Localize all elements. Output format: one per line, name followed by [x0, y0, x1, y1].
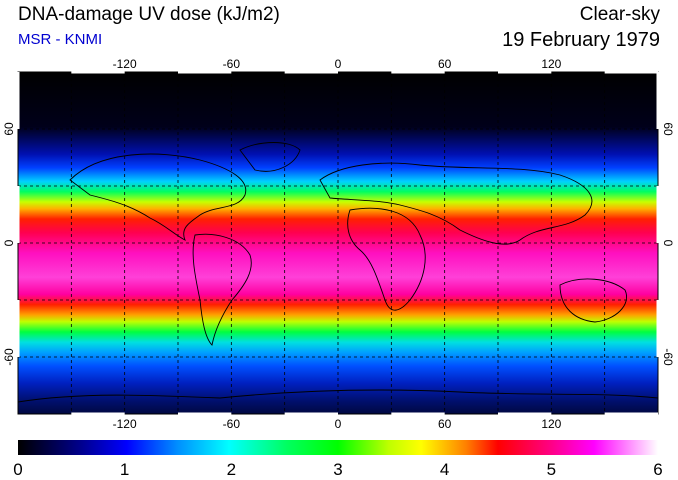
map-subtitle: MSR - KNMI	[18, 31, 103, 48]
lon-tick-label-top: 60	[438, 57, 452, 71]
greenland-coast	[239, 142, 301, 172]
colorbar-tick-label: 5	[547, 460, 556, 479]
colorbar-tick-label: 4	[440, 460, 449, 479]
north-america-coast	[69, 153, 247, 241]
colorbar	[18, 440, 658, 455]
lat-tick-label-right: 60	[661, 122, 675, 136]
lon-tick-label-top: -60	[223, 57, 241, 71]
lat-tick-label-left: -60	[2, 348, 16, 366]
lon-tick-label-top: -120	[113, 57, 137, 71]
lon-tick-label-top: 120	[541, 57, 561, 71]
europe-asia-coast	[319, 162, 593, 245]
frame-tick-marks	[16, 70, 660, 416]
lon-tick-label-top: 0	[335, 57, 342, 71]
coastlines	[18, 142, 658, 403]
lon-tick-label-bottom: 120	[541, 417, 561, 431]
africa-coast	[347, 207, 426, 311]
south-america-coast	[192, 233, 252, 346]
lat-tick-label-left: 0	[2, 239, 16, 246]
colorbar-tick-label: 1	[120, 460, 129, 479]
sky-condition-label: Clear-sky	[579, 4, 660, 25]
graticule	[18, 72, 658, 414]
antarctica-coast	[18, 389, 658, 403]
map-title: DNA-damage UV dose (kJ/m2)	[18, 4, 280, 25]
lon-tick-label-bottom: -60	[223, 417, 241, 431]
australia-coast	[559, 278, 627, 323]
colorbar-tick-label: 6	[653, 460, 662, 479]
lon-tick-label-bottom: 0	[335, 417, 342, 431]
lat-tick-label-left: 60	[2, 122, 16, 136]
map-date: 19 February 1979	[502, 29, 660, 51]
colorbar-tick-label: 2	[227, 460, 236, 479]
lon-tick-label-bottom: 60	[438, 417, 452, 431]
lat-tick-label-right: -60	[661, 348, 675, 366]
lat-tick-label-right: 0	[661, 240, 675, 247]
lon-tick-label-bottom: -120	[113, 417, 137, 431]
colorbar-tick-label: 0	[13, 460, 22, 479]
colorbar-tick-label: 3	[333, 460, 342, 479]
